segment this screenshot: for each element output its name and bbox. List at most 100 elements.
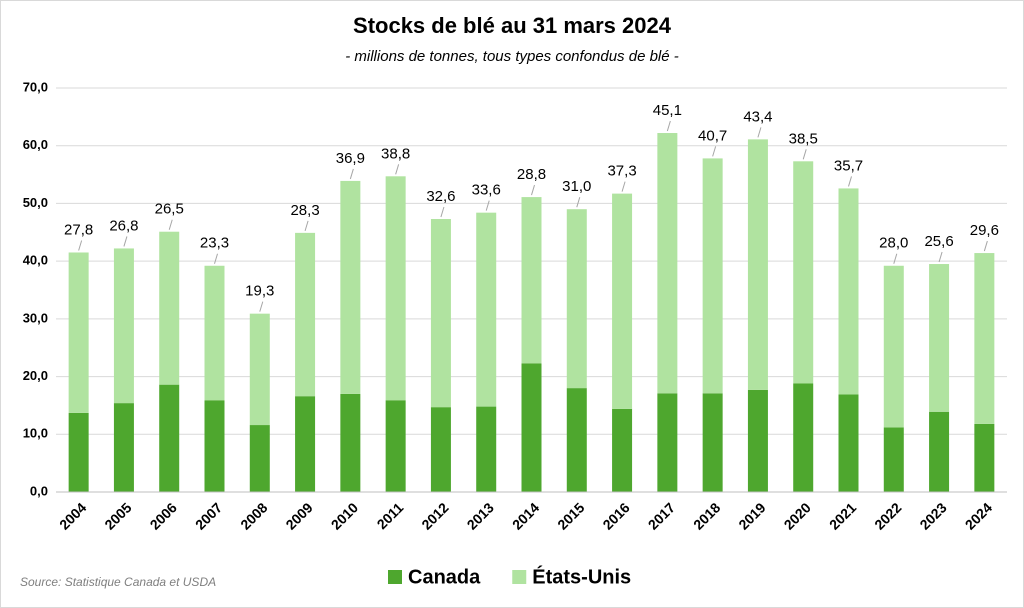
bar-segment [430, 407, 451, 492]
source: Source: Statistique Canada et USDA [20, 575, 216, 589]
bar-segment [340, 393, 361, 492]
bar-segment [521, 363, 542, 492]
leader-line [78, 240, 83, 251]
bar-segment [385, 176, 406, 401]
data-label: 28,0 [879, 235, 908, 252]
data-label: 45,1 [653, 102, 682, 119]
data-label: 19,3 [245, 283, 274, 300]
chart-title: Stocks de blé au 31 mars 2024 [353, 13, 672, 38]
leader-line [666, 120, 671, 132]
leader-line [893, 253, 898, 264]
y-tick-label: 60,0 [23, 137, 48, 152]
y-tick-label: 20,0 [23, 368, 48, 383]
leader-line [123, 236, 128, 247]
data-label: 40,7 [698, 127, 727, 144]
data-label: 28,8 [517, 166, 546, 183]
bar-segment [566, 209, 587, 389]
bar-segment [204, 265, 225, 401]
legend-swatch [512, 570, 527, 584]
bar-segment [929, 264, 950, 412]
bar-segment [476, 212, 497, 407]
leader-line [349, 168, 354, 180]
bar-segment [838, 188, 859, 395]
leader-line [938, 251, 943, 263]
data-label: 23,3 [200, 235, 229, 252]
bar-segment [295, 396, 316, 492]
bar-segment [68, 252, 89, 413]
leader-line [576, 197, 581, 208]
data-label: 26,5 [155, 201, 184, 218]
leader-line [168, 219, 173, 230]
bar-segment [883, 427, 904, 492]
bar-segment [249, 313, 270, 426]
chart-subtitle: - millions de tonnes, tous types confond… [345, 48, 679, 65]
bar-segment [612, 408, 633, 492]
bar-segment [476, 406, 497, 492]
bar-segment [974, 423, 995, 492]
bar-segment [657, 393, 678, 492]
leader-line [983, 240, 988, 252]
bar-segment [612, 193, 633, 409]
y-tick-label: 40,0 [23, 253, 48, 268]
bar-segment [702, 393, 723, 492]
leader-line [214, 253, 218, 264]
data-label: 35,7 [834, 157, 863, 174]
bar-segment [295, 232, 316, 397]
bar-segment [68, 412, 89, 492]
leader-line [712, 146, 717, 157]
legend-swatch [388, 570, 402, 584]
leader-line [757, 127, 762, 138]
bar-segment [249, 425, 270, 492]
data-label: 33,6 [472, 182, 501, 199]
data-label: 25,6 [924, 233, 953, 250]
bar-segment [113, 403, 134, 492]
y-tick-label: 0,0 [30, 483, 48, 498]
data-label: 38,5 [789, 130, 818, 147]
data-label: 32,6 [426, 188, 455, 205]
bar-segment [747, 389, 768, 492]
bar-segment [159, 384, 180, 492]
bar-segment [929, 411, 950, 492]
y-tick-label: 50,0 [23, 195, 48, 210]
leader-line [440, 206, 445, 218]
leader-line [848, 176, 852, 187]
y-tick-label: 30,0 [23, 310, 48, 325]
leader-line [259, 301, 264, 312]
data-label: 27,8 [64, 221, 93, 238]
leader-line [621, 181, 626, 192]
data-label: 31,0 [562, 178, 591, 195]
leader-line [531, 184, 535, 196]
leader-line [304, 220, 309, 232]
bar-segment [702, 158, 723, 394]
bar-segment [566, 388, 587, 492]
data-label: 43,4 [743, 108, 772, 125]
bar-segment [204, 400, 225, 492]
bar-segment [385, 400, 406, 492]
data-label: 26,8 [109, 217, 138, 234]
bar-segment [838, 394, 859, 492]
leader-line [395, 164, 400, 175]
bar-segment [430, 219, 451, 408]
y-tick-label: 70,0 [23, 79, 48, 94]
bar-segment [159, 231, 180, 385]
leader-line [802, 149, 807, 160]
bar-segment [113, 248, 134, 404]
legend-label: États-Unis [532, 565, 631, 588]
data-label: 37,3 [607, 163, 636, 180]
bar-segment [521, 197, 542, 364]
bar-segment [974, 253, 995, 424]
legend-label: Canada [408, 566, 481, 588]
data-label: 29,6 [970, 222, 999, 239]
bar-segment [793, 161, 814, 384]
bar-segment [883, 265, 904, 428]
bar-segment [340, 180, 361, 394]
data-label: 28,3 [290, 202, 319, 219]
bar-segment [657, 133, 678, 394]
bar-segment [747, 139, 768, 390]
data-label: 36,9 [336, 150, 365, 167]
data-label: 38,8 [381, 145, 410, 162]
y-tick-label: 10,0 [23, 426, 48, 441]
bar-segment [793, 383, 814, 492]
leader-line [485, 200, 490, 211]
